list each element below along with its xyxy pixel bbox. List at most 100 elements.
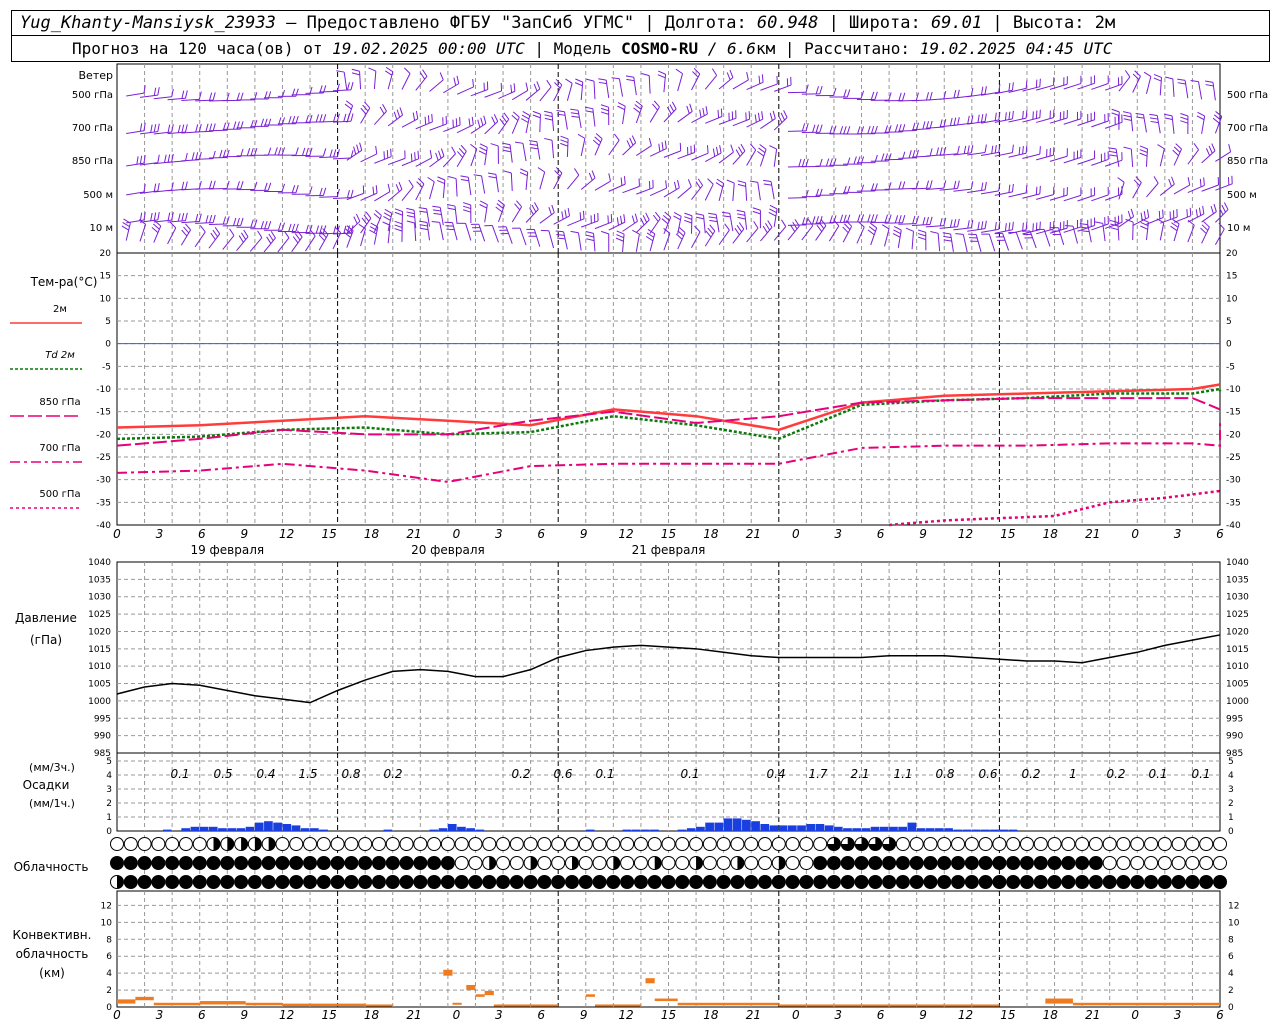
model-label: | Модель: [524, 39, 622, 58]
cloud-symbol: [178, 856, 193, 870]
wind-barb: [277, 147, 299, 156]
wind-barb-feather: [772, 110, 776, 119]
cloud-symbol: [137, 837, 152, 851]
wind-barb: [622, 135, 637, 156]
wind-barb-feather: [1022, 146, 1024, 155]
wind-barb: [291, 186, 313, 195]
wind-barb: [1079, 223, 1092, 243]
cloud-fill: [268, 837, 276, 851]
temp-ytick-right: 15: [1226, 272, 1237, 282]
precip-total-label: 1.7: [808, 767, 827, 781]
cloud-symbol: [1061, 856, 1076, 870]
wind-barb: [600, 104, 610, 126]
wind-barb-feather: [673, 212, 682, 217]
wind-barb: [429, 148, 445, 168]
wind-barb: [442, 146, 456, 168]
cloud-symbol: [661, 875, 676, 889]
wind-barb-feather: [472, 78, 475, 88]
wind-barb: [663, 101, 677, 123]
wind-barb: [1212, 111, 1223, 134]
wind-barb-feather: [953, 117, 957, 126]
cloud-circle: [261, 856, 276, 870]
cloud-symbol: [413, 875, 428, 889]
wind-barb-feather: [544, 110, 553, 114]
wind-barb: [1110, 219, 1120, 241]
cloud-symbol: [482, 856, 497, 870]
wind-barb-shaft: [1187, 149, 1199, 165]
wind-barb-feather: [980, 221, 984, 230]
temp-ytick-right: 20: [1226, 249, 1238, 259]
wind-barb-feather: [292, 236, 299, 244]
wind-barb: [153, 124, 174, 135]
wind-barb-shaft: [126, 162, 145, 167]
wind-barb: [153, 88, 174, 100]
wind-barb: [1049, 110, 1068, 124]
time-tick-label: 0: [113, 527, 121, 541]
time-tick-label: 21: [746, 1008, 761, 1022]
wind-barb-shaft: [967, 121, 986, 125]
wind-barb-feather: [902, 214, 906, 223]
wind-barb: [511, 82, 529, 101]
cloud-circle: [234, 856, 249, 870]
wind-barb-feather: [1172, 149, 1179, 156]
cloud-fill: [254, 837, 262, 851]
conv-bar: [452, 1002, 462, 1005]
wind-barb: [346, 185, 365, 201]
wind-barb-feather: [1123, 114, 1132, 118]
wind-barb-shaft: [1132, 76, 1141, 93]
altitude-text: | Высота: 2м: [982, 13, 1116, 33]
cloud-circle: [427, 856, 442, 870]
cloud-symbol: [123, 856, 138, 870]
cloud-symbol: [744, 875, 759, 889]
wind-barb: [1187, 205, 1205, 223]
cloud-circle: [1213, 875, 1227, 889]
wind-barb: [373, 104, 387, 125]
wind-barb-shaft: [884, 228, 890, 247]
wind-barb: [263, 230, 276, 253]
wind-barb-feather: [998, 84, 1001, 93]
wind-barb-shaft: [994, 229, 1013, 234]
time-tick-label: 12: [958, 1008, 973, 1022]
wind-barb-feather: [212, 150, 216, 159]
precip-bar: [852, 828, 862, 831]
wind-barb-feather: [673, 215, 681, 221]
wind-barb-shaft: [962, 234, 968, 253]
wind-barb-feather: [819, 124, 823, 133]
wind-barb-feather: [684, 212, 693, 217]
wind-barb-shaft: [456, 151, 467, 167]
wind-barb: [1118, 208, 1135, 228]
wind-barb-shaft: [553, 84, 563, 102]
time-tick-label: 12: [958, 527, 973, 541]
cloud-circle: [440, 856, 455, 870]
wind-barb-shaft: [677, 152, 695, 160]
cloud-symbol: [868, 856, 883, 870]
wind-barb: [677, 103, 693, 123]
wind-barb-feather: [164, 154, 167, 163]
wind-barb-feather: [957, 117, 960, 126]
wind-barb-shaft: [497, 204, 505, 223]
wind-barb: [856, 125, 878, 135]
wind-barb: [611, 77, 624, 97]
cloud-circle: [440, 837, 455, 851]
wind-barb-feather: [185, 124, 188, 133]
wind-barb-shaft: [511, 206, 523, 223]
wind-barb-feather: [181, 213, 185, 222]
wind-barb-shaft: [1173, 184, 1190, 195]
wind-barb-feather: [309, 229, 316, 237]
precip-total-label: 0.1: [1191, 767, 1210, 781]
cloud-circle: [868, 875, 883, 889]
precip-total-label: 1.5: [298, 767, 317, 781]
cloud-symbol: [923, 837, 938, 851]
cloud-symbol: [330, 875, 345, 889]
cloud-circle: [1130, 856, 1145, 870]
wind-barb-feather: [884, 214, 888, 223]
wind-barb-shaft: [222, 235, 235, 250]
wind-barb-feather: [843, 214, 847, 223]
conv-ytick-left: 8: [106, 935, 112, 945]
wind-barb-shaft: [484, 121, 499, 135]
wind-barb: [632, 229, 640, 252]
cloud-symbol: [1019, 875, 1034, 889]
wind-barb: [1132, 209, 1150, 226]
precip-bar: [935, 828, 944, 831]
latitude-label: | Широта:: [818, 13, 931, 33]
